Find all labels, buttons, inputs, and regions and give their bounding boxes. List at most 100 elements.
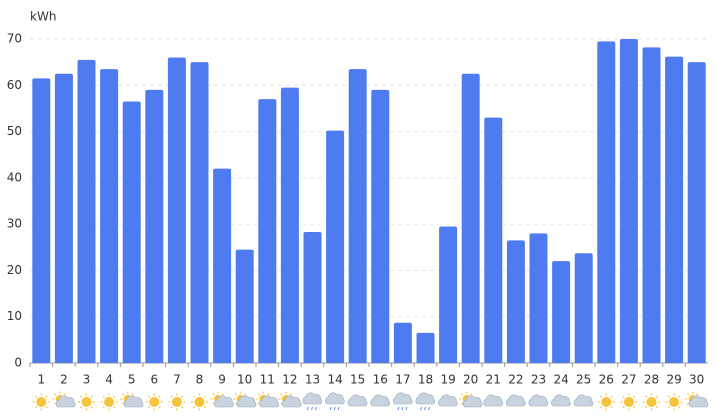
x-tick-label: 5 — [128, 373, 136, 387]
cloud — [551, 394, 571, 407]
cloud — [347, 394, 368, 407]
y-tick-label: 40 — [7, 170, 22, 184]
x-tick-label: 22 — [508, 373, 523, 387]
x-tick-label: 10 — [237, 373, 252, 387]
x-tick-label: 8 — [196, 373, 204, 387]
sun-ray — [460, 402, 464, 405]
cloud — [505, 394, 526, 407]
x-tick-label: 13 — [305, 373, 320, 387]
sun-ray — [212, 393, 215, 396]
sun-ray — [633, 395, 636, 398]
sun-ray — [90, 406, 93, 409]
sun-ray — [147, 395, 151, 398]
weather-icon — [191, 393, 208, 411]
weather-icon — [233, 391, 257, 408]
rain-drop — [405, 406, 408, 411]
x-tick-label: 23 — [531, 373, 546, 387]
cloud — [370, 394, 390, 407]
weather-icon — [100, 393, 118, 411]
bar — [687, 62, 706, 364]
sun-ray — [203, 406, 206, 409]
sun-ray — [599, 395, 603, 398]
rain-drop — [329, 406, 332, 411]
sun-ray — [158, 406, 161, 409]
weather-icon — [168, 393, 186, 411]
weather-icon — [459, 391, 483, 408]
cloud — [483, 394, 503, 407]
cloud — [302, 392, 323, 405]
sun-ray — [212, 402, 215, 405]
bar — [326, 130, 345, 363]
weather-icon — [643, 393, 660, 411]
sun-ray — [645, 406, 648, 409]
sun-ray — [54, 402, 57, 405]
weather-icon — [620, 393, 638, 411]
weather-icon — [255, 391, 279, 408]
weather-icon — [120, 391, 144, 408]
sun-ray — [234, 402, 238, 405]
sun-ray — [170, 406, 173, 409]
y-tick-label: 50 — [7, 124, 22, 138]
sun-ray — [193, 406, 196, 409]
sun-ray — [221, 393, 224, 396]
rain-drop — [397, 406, 400, 411]
sun-ray — [599, 406, 603, 409]
weather-icon — [505, 394, 526, 407]
x-tick-label: 2 — [60, 373, 68, 387]
sun-ray — [193, 395, 196, 398]
bar — [597, 41, 616, 364]
sun-ray — [121, 402, 125, 405]
x-tick-label: 7 — [173, 373, 181, 387]
weather-icon — [665, 393, 683, 411]
weather-icon — [52, 391, 76, 408]
cloud — [55, 395, 76, 408]
sun — [81, 397, 92, 407]
sun-ray — [113, 395, 116, 398]
sun-ray — [667, 395, 670, 398]
bar — [642, 47, 661, 364]
weather-icon — [597, 393, 615, 411]
cloud — [528, 394, 549, 407]
bar — [122, 101, 141, 363]
cloud — [259, 395, 279, 408]
rain-drop — [428, 406, 430, 411]
cloud — [214, 395, 234, 408]
sun-ray — [80, 406, 83, 409]
sun — [194, 397, 205, 407]
sun-ray — [622, 406, 625, 409]
x-tick-label: 27 — [621, 373, 636, 387]
y-axis-label: kWh — [30, 10, 56, 24]
weather-icon — [278, 391, 302, 408]
x-tick-label: 12 — [282, 373, 297, 387]
bar — [213, 168, 232, 363]
cloud — [392, 392, 413, 405]
bar — [235, 249, 254, 363]
rain-drop — [307, 406, 309, 411]
weather-icon — [32, 393, 50, 411]
weather-icon — [392, 392, 413, 411]
sun-ray — [63, 393, 66, 396]
sun-ray — [170, 395, 173, 398]
cloud — [415, 392, 436, 405]
sun-ray — [280, 402, 283, 405]
y-tick-label: 70 — [7, 32, 22, 46]
x-tick-label: 6 — [150, 373, 158, 387]
sun-ray — [257, 402, 260, 405]
bar — [167, 57, 186, 364]
sun — [36, 397, 47, 407]
sun-ray — [678, 406, 681, 409]
x-tick-label: 15 — [350, 373, 365, 387]
bar — [77, 59, 96, 363]
bar — [303, 232, 322, 363]
weather-icon — [528, 394, 549, 407]
x-tick-label: 30 — [689, 373, 704, 387]
weather-icon — [438, 394, 458, 407]
x-tick-label: 4 — [105, 373, 113, 387]
x-tick-label: 21 — [486, 373, 501, 387]
weather-icon — [685, 391, 709, 408]
y-tick-label: 20 — [7, 263, 22, 277]
sun-ray — [121, 393, 125, 396]
sun-ray — [645, 395, 648, 398]
rain-drop — [337, 406, 340, 411]
